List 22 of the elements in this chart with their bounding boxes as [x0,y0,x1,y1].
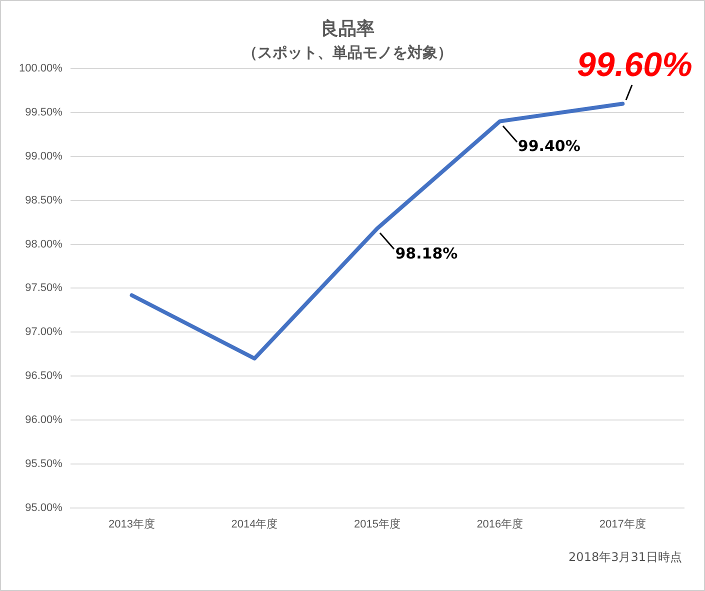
x-tick-label: 2013年度 [108,517,156,530]
y-tick-label: 99.50% [25,106,63,119]
x-tick-label: 2017年度 [599,517,646,530]
chart-subtitle: （スポット、単品モノを対象） [242,43,452,62]
y-tick-label: 96.00% [25,414,63,426]
x-tick-label: 2016年度 [476,517,524,530]
text: 99.40% [518,137,580,156]
y-tick-label: 99.00% [25,150,63,162]
y-tick-label: 100.00% [18,62,63,75]
y-tick-label: 98.00% [25,238,63,250]
x-tick-label: 2014年度 [231,517,278,530]
y-tick-label: 98.50% [25,194,63,206]
x-tick-label: 2015年度 [354,517,400,530]
y-tick-label: 97.00% [25,326,63,338]
y-tick-label: 95.50% [25,458,63,470]
y-tick-label: 95.00% [25,502,63,514]
text: 99.60% [576,46,692,84]
text: 98.18% [395,244,458,262]
text: 2018年3月31日時点 [568,549,682,566]
y-tick-label: 96.50% [25,370,63,382]
chart-title: 良品率 [320,18,374,40]
y-tick-label: 97.50% [25,282,63,294]
